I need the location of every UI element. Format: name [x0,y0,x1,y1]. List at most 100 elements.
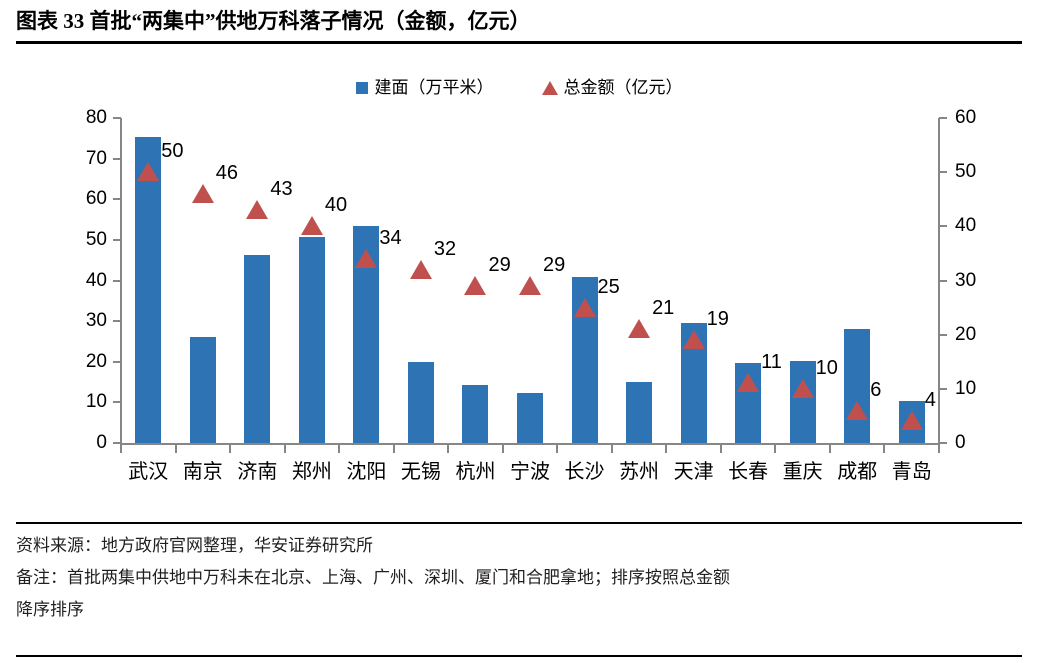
left-axis-line [120,118,122,444]
note-line-1: 备注：首批两集中供地中万科未在北京、上海、广州、深圳、厦门和合肥拿地；排序按照总… [16,568,730,587]
source-line: 资料来源：地方政府官网整理，华安证券研究所 [16,536,373,555]
category-axis-tick [338,444,341,453]
left-axis-tick [113,401,121,404]
bar-重庆 [789,360,816,443]
category-axis-tick [774,444,777,453]
marker-天津 [682,330,705,350]
category-label-南京: 南京 [182,461,223,483]
marker-济南 [246,200,269,220]
marker-长沙 [573,297,596,317]
marker-苏州 [628,319,651,339]
category-axis-tick [719,444,722,453]
category-label-无锡: 无锡 [400,461,441,483]
category-axis-tick [229,444,232,453]
category-label-苏州: 苏州 [619,461,660,483]
marker-value-label: 19 [706,308,729,331]
footer-bottom-divider [16,655,1022,657]
left-axis-tick-label: 80 [85,107,107,128]
right-axis-tick [939,333,947,336]
bottom-axis-line [120,443,940,445]
category-axis-tick [883,444,886,453]
category-label-济南: 济南 [237,461,278,483]
left-axis-tick [113,442,121,444]
bar-南京 [189,337,216,443]
marker-value-label: 11 [761,351,782,374]
bar-杭州 [462,385,489,443]
legend-label-marker: 总金额（亿元） [563,78,683,97]
chart-legend: 建面（万平米） 总金额（亿元） [16,73,1022,98]
bar-武汉 [135,137,162,443]
category-axis-tick [174,444,177,453]
left-axis-tick [113,360,121,363]
marker-重庆 [791,378,814,398]
left-axis-tick-label: 30 [85,310,107,332]
category-label-宁波: 宁波 [510,461,550,483]
marker-武汉 [137,162,160,182]
marker-长春 [737,373,760,393]
category-axis-tick [120,444,122,453]
marker-沈阳 [355,248,378,268]
marker-value-label: 34 [379,226,402,249]
left-axis-tick-label: 20 [85,350,107,372]
category-axis-tick [501,444,504,453]
category-label-重庆: 重庆 [782,461,823,483]
marker-宁波 [519,275,541,295]
bar-成都 [844,329,871,443]
category-axis-tick [447,444,450,453]
left-axis-tick-label: 60 [85,188,107,210]
left-axis-tick [113,279,121,282]
category-axis-tick [828,444,831,453]
right-axis-tick-label: 50 [955,161,977,183]
left-axis-tick [113,198,121,201]
marker-value-label: 25 [597,275,620,298]
marker-value-label: 21 [652,297,675,320]
figure-footer: 资料来源：地方政府官网整理，华安证券研究所 备注：首批两集中供地中万科未在北京、… [16,530,1022,626]
category-label-沈阳: 沈阳 [346,461,387,483]
right-axis-tick-label: 10 [955,377,977,399]
marker-value-label: 4 [924,389,936,412]
plot-region: 0 10 20 30 40 50 60 70 80 0 10 20 30 40 50 60 50 46 43 40… [86,107,976,483]
right-axis-tick [939,387,947,390]
left-axis-tick-label: 70 [85,147,107,169]
footer-top-divider [16,522,1022,524]
marker-value-label: 32 [433,237,457,260]
triangle-icon [541,81,558,95]
note-line-2: 降序排序 [16,600,84,619]
marker-成都 [846,400,869,420]
bar-无锡 [407,361,434,443]
legend-label-bar: 建面（万平米） [374,78,494,97]
category-axis-tick [392,444,395,453]
marker-value-label: 50 [161,140,184,163]
legend-item-marker: 总金额（亿元） [541,73,683,98]
left-axis-tick-label: 40 [85,269,107,291]
category-axis-tick [283,444,286,453]
bar-郑州 [298,236,325,443]
marker-南京 [191,183,214,203]
bar-苏州 [626,382,653,443]
right-axis-tick-label: 60 [955,107,977,128]
right-axis-tick-label: 20 [955,323,977,345]
marker-value-label: 6 [870,378,882,401]
right-axis-tick [939,279,947,282]
marker-杭州 [464,275,487,295]
category-axis-tick [665,444,668,453]
category-label-天津: 天津 [673,461,714,483]
marker-value-label: 43 [270,178,293,201]
marker-郑州 [300,216,323,236]
category-axis-tick [556,444,559,453]
left-axis-tick [113,320,121,323]
left-axis-tick [113,238,121,241]
marker-value-label: 29 [543,253,566,276]
category-label-长春: 长春 [728,461,769,483]
chart-area: 建面（万平米） 总金额（亿元） 0 10 20 30 40 50 60 70 80 0 10 20 3… [16,46,1022,516]
left-axis-tick [113,157,121,160]
bar-宁波 [517,392,543,443]
page-title: 图表 33 首批“两集中”供地万科落子情况（金额，亿元） [16,9,531,33]
category-axis-tick [938,444,940,453]
right-axis-tick-label: 40 [955,215,977,237]
marker-value-label: 29 [488,253,511,276]
figure-header: 图表 33 首批“两集中”供地万科落子情况（金额，亿元） [16,6,1022,44]
left-axis-tick [113,117,121,119]
title-divider [16,41,1022,44]
bar-济南 [244,254,271,443]
